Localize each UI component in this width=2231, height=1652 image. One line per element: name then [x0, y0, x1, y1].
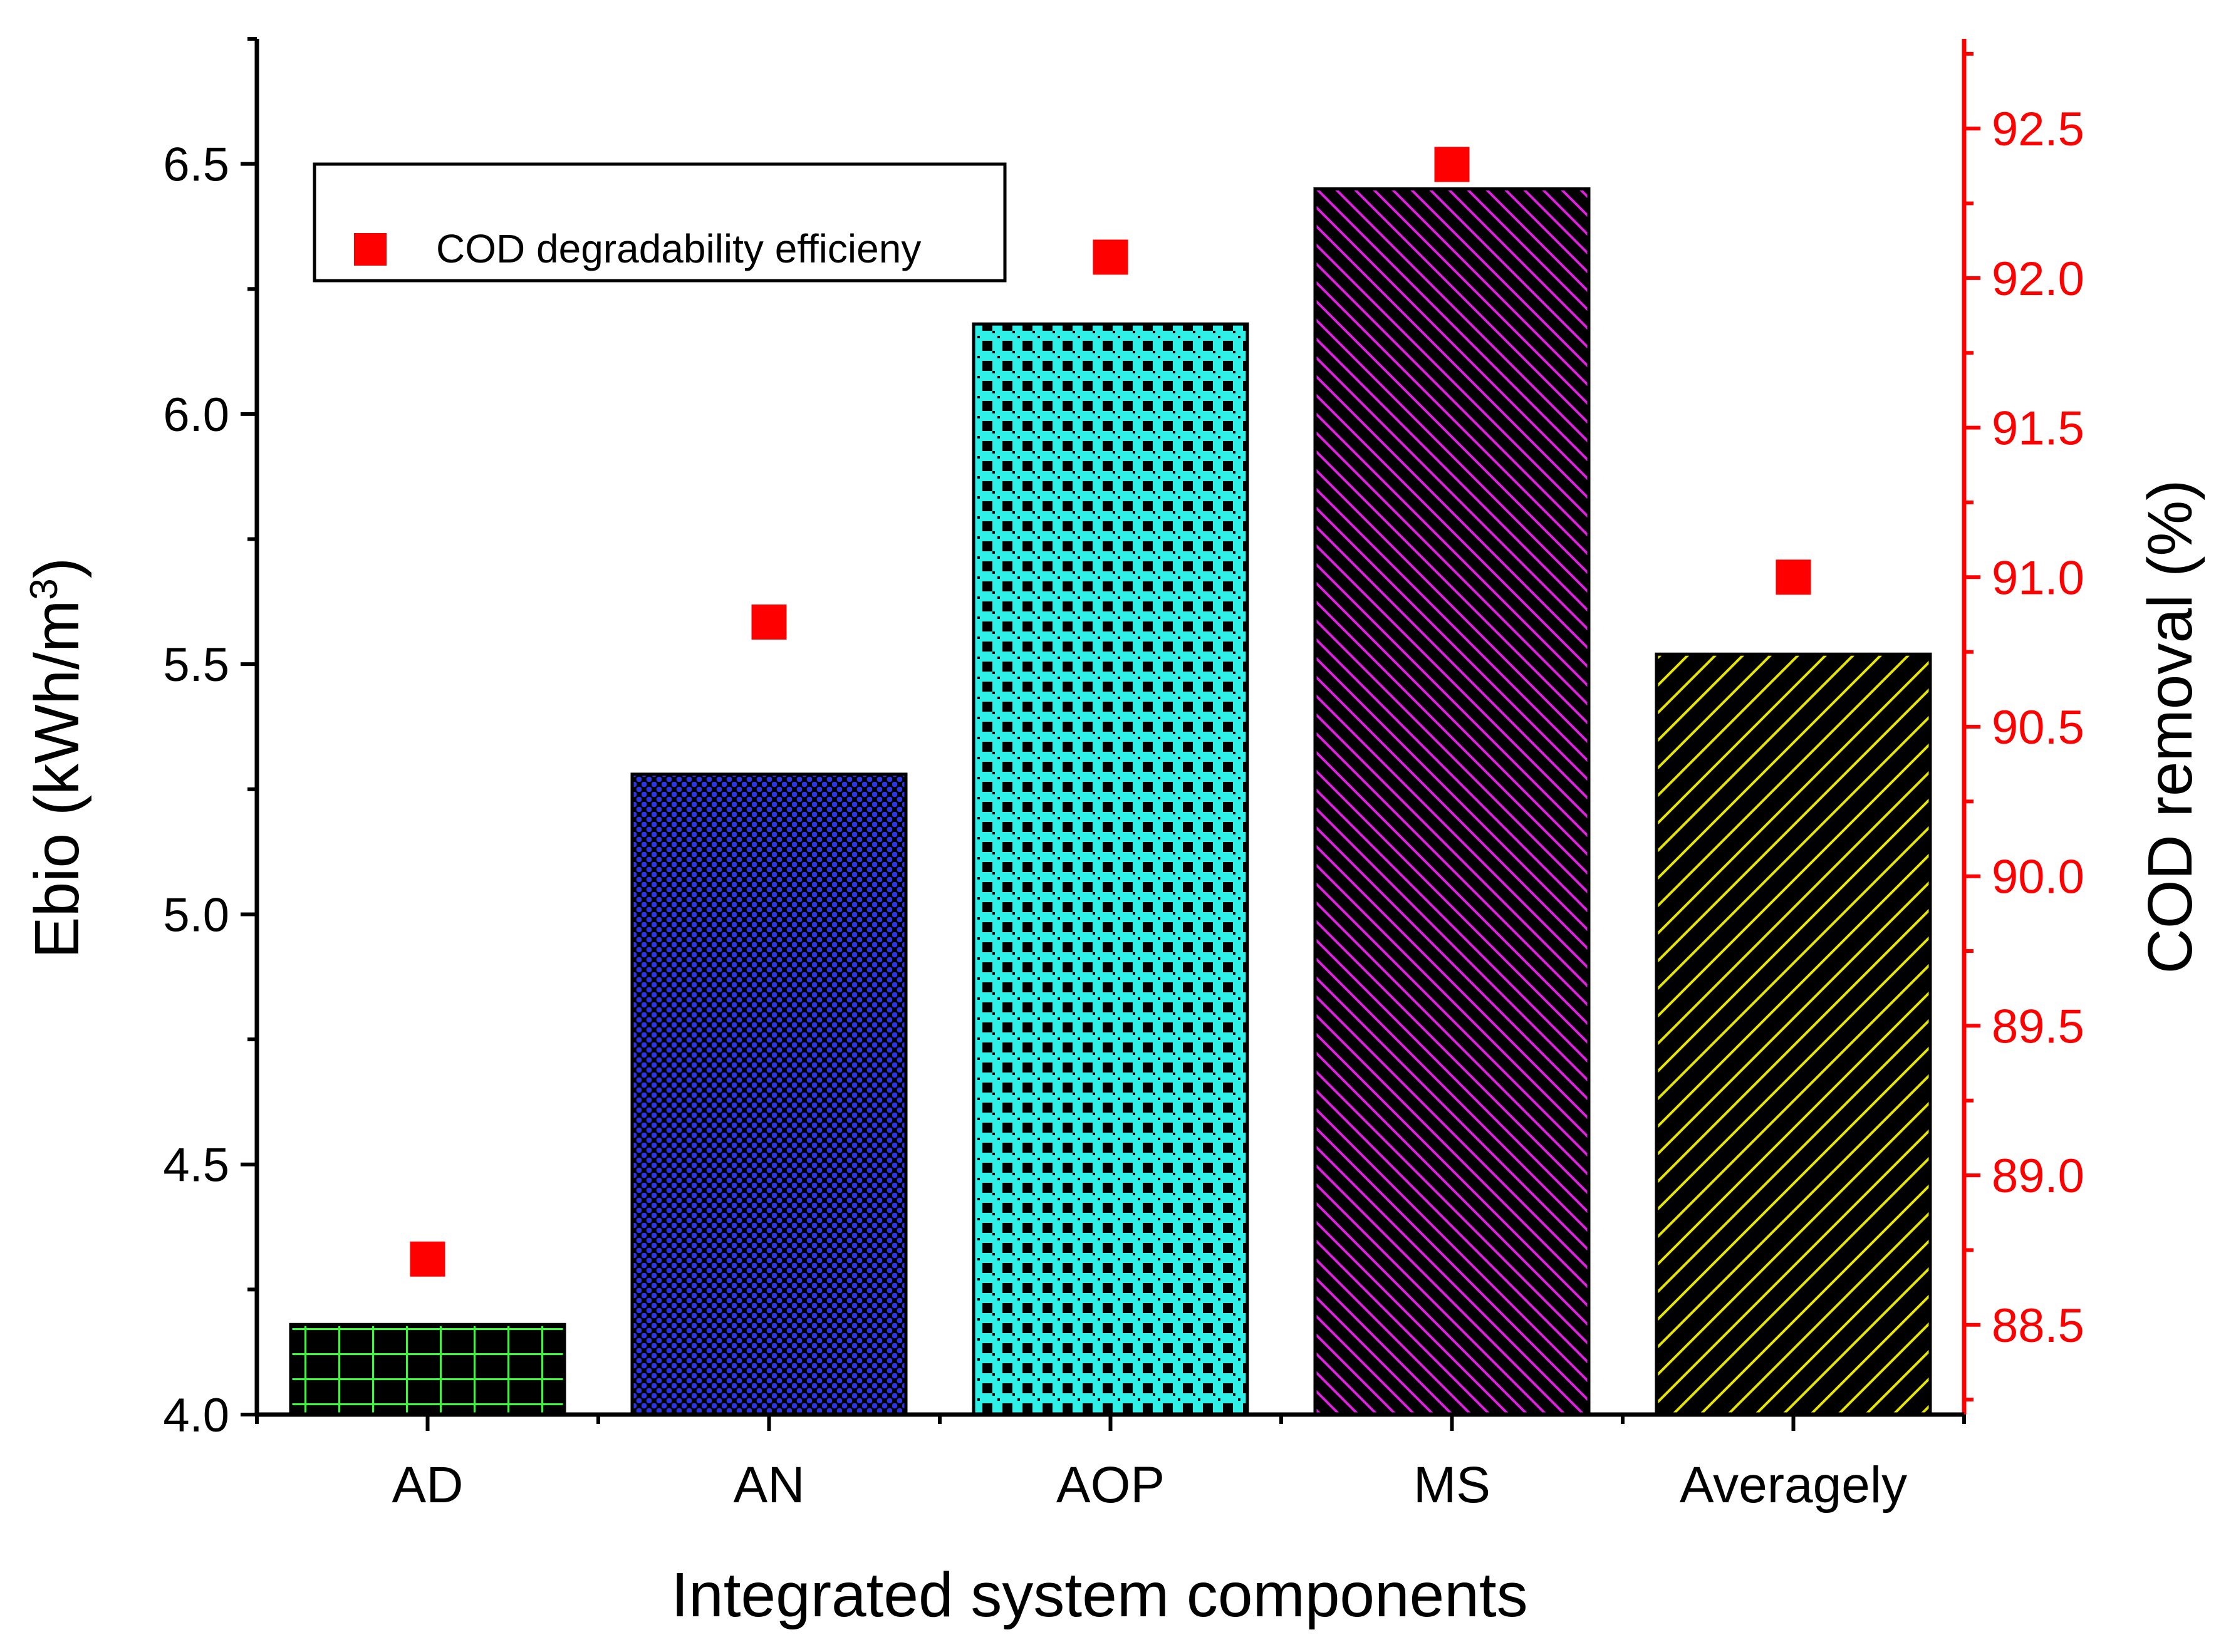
y2-axis-title: COD removal (%)	[2135, 480, 2205, 974]
left-y-axis: 4.0 4.5 5.0 5.5 6.0 6.5	[163, 37, 259, 1442]
right-tick-label: 91.5	[1992, 402, 2084, 455]
x-tick-label: AD	[392, 1457, 464, 1514]
left-tick-label: 4.0	[163, 1389, 229, 1442]
cod-point-ms	[1434, 147, 1470, 182]
legend-box	[313, 162, 1007, 283]
bars	[289, 187, 1932, 1416]
cod-markers	[410, 147, 1811, 1277]
right-tick-label: 91.0	[1992, 551, 2084, 605]
cod-point-aop	[1093, 239, 1128, 275]
legend-marker	[354, 233, 387, 266]
left-tick-label: 4.5	[163, 1139, 229, 1192]
legend-label: COD degradability efficieny	[436, 226, 921, 271]
right-tick-label: 92.0	[1992, 252, 2084, 306]
cod-point-ad	[410, 1241, 445, 1277]
x-tick-label: AOP	[1056, 1457, 1165, 1514]
bar-ms	[1313, 187, 1591, 1416]
right-y-axis: 88.5 89.0 89.5 90.0 90.5 91.0 91.5 92.0 92.5	[1962, 39, 2084, 1415]
x-tick-label: AN	[734, 1457, 805, 1514]
x-tick-label: MS	[1413, 1457, 1490, 1514]
x-axis-title: Integrated system components	[671, 1560, 1527, 1630]
left-tick-label: 5.0	[163, 888, 229, 942]
bar-ad	[289, 1322, 566, 1416]
right-tick-label: 92.5	[1992, 103, 2084, 156]
left-tick-label: 6.0	[163, 388, 229, 442]
left-tick-label: 6.5	[163, 138, 229, 192]
y-axis-title: Ebio (kWh/m3)	[22, 558, 92, 958]
right-tick-label: 89.5	[1992, 1000, 2084, 1053]
bar-averagely	[1655, 652, 1932, 1416]
legend: COD degradability efficieny	[313, 162, 1007, 283]
left-tick-label: 5.5	[163, 638, 229, 692]
right-tick-label: 90.5	[1992, 701, 2084, 754]
right-tick-label: 88.5	[1992, 1299, 2084, 1353]
bar-an	[630, 772, 908, 1416]
x-tick-label: Averagely	[1680, 1457, 1907, 1514]
x-axis: AD AN AOP MS Averagely	[255, 1412, 1966, 1514]
cod-point-averagely	[1776, 559, 1811, 595]
right-tick-label: 90.0	[1992, 851, 2084, 904]
cod-point-an	[751, 604, 787, 640]
right-tick-label: 89.0	[1992, 1150, 2084, 1203]
bar-aop	[972, 322, 1249, 1416]
